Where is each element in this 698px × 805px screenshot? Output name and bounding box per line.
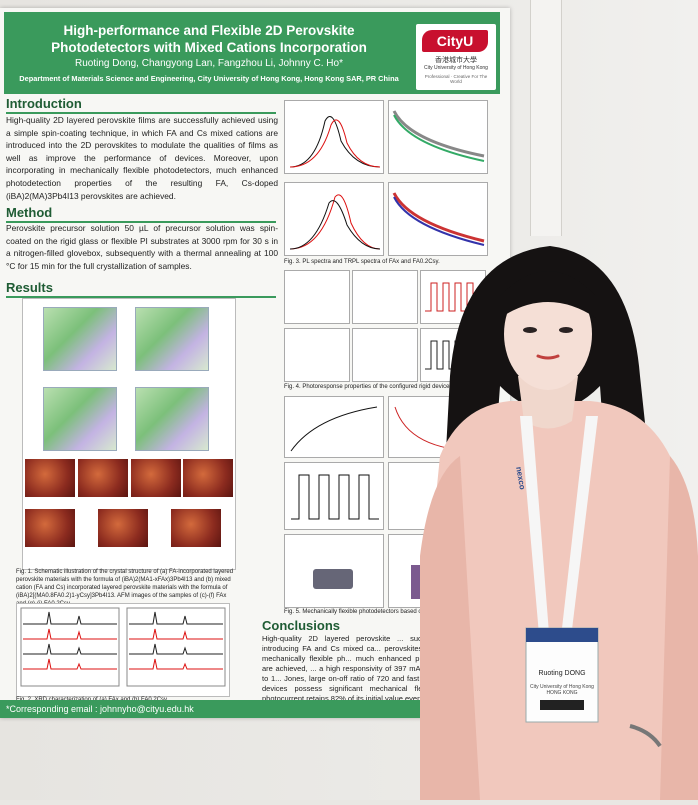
method-text: Perovskite precursor solution 50 µL of p… [6, 223, 278, 271]
device-photo [313, 569, 353, 589]
photoresponse-plot [352, 270, 418, 324]
afm-image [78, 459, 128, 497]
poster-department: Department of Materials Science and Engi… [19, 74, 399, 83]
trpl-spectra-plot [388, 100, 488, 174]
pl-curves-cs [289, 194, 381, 250]
figure-2-xrd [16, 603, 230, 697]
section-rule [6, 296, 276, 298]
trpl-curves [392, 110, 485, 162]
corresponding-email: *Corresponding email : johnnyho@cityu.ed… [0, 700, 510, 718]
badge-affiliation: City University of Hong Kong HONG KONG [530, 684, 594, 696]
pl-spectra-plot-cs [284, 182, 384, 256]
crystal-structure-a [43, 307, 117, 371]
trpl-curves-cs [392, 192, 485, 246]
figure-1 [22, 298, 236, 570]
poster-banner: High-performance and Flexible 2D Perovsk… [4, 12, 500, 94]
xrd-plots [20, 607, 226, 687]
section-rule [6, 112, 276, 114]
introduction-text: High-quality 2D layered perovskite films… [6, 115, 278, 201]
afm-image [183, 459, 233, 497]
cityu-logo-mark: CityU [422, 30, 488, 52]
photoresponse-plot [284, 328, 350, 382]
bending-photo [284, 534, 384, 608]
figure-4-caption: Fig. 4. Photoresponse properties of the … [284, 384, 455, 390]
cityu-logo-chinese: 香港城市大學 [435, 57, 477, 64]
flexible-device-plot [284, 396, 384, 458]
crystal-structure-a-doped [135, 307, 209, 371]
flexible-device-plot [284, 462, 384, 530]
photoresponse-plot [284, 270, 350, 324]
afm-image [25, 459, 75, 497]
badge-name: Ruoting DONG [538, 670, 586, 677]
cityu-logo: CityU 香港城市大學 City University of Hong Kon… [416, 24, 496, 90]
afm-image [171, 509, 221, 547]
afm-image [131, 459, 181, 497]
method-heading: Method [6, 205, 53, 220]
results-heading: Results [6, 280, 53, 295]
responsivity-curve [290, 406, 378, 452]
presenter: Ruoting DONG City University of Hong Kon… [420, 226, 698, 800]
figure-5-caption: Fig. 5. Mechanically flexible photodetec… [284, 609, 455, 615]
on-off-cycles [425, 282, 481, 312]
afm-image [98, 509, 148, 547]
cityu-logo-tagline: Professional · Creative For The World [424, 74, 488, 84]
crystal-structure-b-doped [135, 387, 209, 451]
photoresponse-plot [352, 328, 418, 382]
pl-curves [289, 116, 381, 168]
on-off-cycles-flex [291, 474, 379, 520]
introduction-heading: Introduction [6, 96, 82, 111]
cityu-logo-english: City University of Hong Kong [424, 65, 488, 71]
figure-3-caption: Fig. 3. PL spectra and TRPL spectra of F… [284, 259, 440, 265]
crystal-structure-b [43, 387, 117, 451]
conclusions-heading: Conclusions [262, 618, 341, 633]
poster-authors: Ruoting Dong, Changyong Lan, Fangzhou Li… [75, 58, 343, 69]
section-rule [6, 221, 276, 223]
wall-panel-edge [530, 0, 562, 236]
conclusions-text: High-quality 2D layered perovskite ... s… [262, 634, 502, 703]
presenter-figure [420, 246, 698, 800]
poster-title: High-performance and Flexible 2D Perovsk… [51, 23, 367, 55]
pl-spectra-plot [284, 100, 384, 174]
figure-1-caption: Fig. 1. Schematic illustration of the cr… [16, 569, 234, 607]
afm-image [25, 509, 75, 547]
trpl-spectra-plot-cs [388, 182, 488, 256]
